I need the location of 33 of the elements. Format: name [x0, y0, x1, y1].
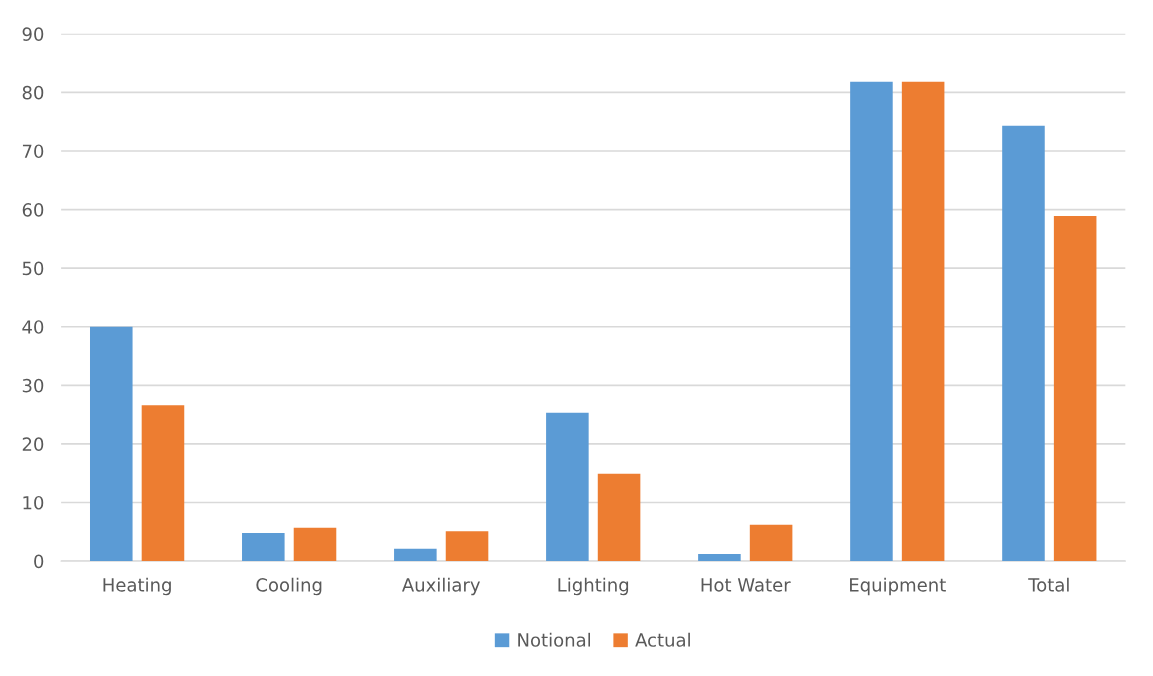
y-tick-label: 80	[22, 85, 44, 100]
bar	[445, 531, 489, 562]
y-tick-label: 10	[23, 495, 44, 510]
bar	[546, 412, 589, 562]
bar	[242, 532, 285, 562]
x-tick-label: Heating	[103, 577, 171, 596]
y-tick-label: 70	[22, 144, 44, 159]
bar	[749, 524, 793, 562]
bar	[1053, 216, 1097, 562]
bar	[850, 81, 893, 562]
x-tick-label: Cooling	[256, 577, 322, 596]
y-tick-label: 20	[22, 437, 44, 452]
legend-label: Actual	[635, 632, 690, 647]
y-tick-label: 50	[22, 261, 44, 276]
y-tick-label: 0	[34, 554, 44, 569]
bar	[394, 548, 437, 562]
x-tick-label: Auxiliary	[401, 577, 480, 596]
y-tick-label: 90	[22, 27, 44, 41]
x-tick-label: Equipment	[850, 577, 946, 596]
x-tick-label: Lighting	[558, 577, 629, 596]
bar	[901, 81, 945, 562]
y-tick-label: 60	[22, 203, 44, 217]
y-tick-label: 40	[22, 320, 44, 334]
y-tick-label: 30	[22, 378, 44, 393]
bar	[698, 554, 741, 562]
bar	[141, 405, 185, 562]
legend-label: Notional	[518, 632, 591, 647]
bar	[1002, 125, 1045, 562]
x-tick-label: Total	[1028, 577, 1069, 592]
bar	[89, 326, 133, 562]
x-tick-label: Hot Water	[701, 578, 791, 592]
bar	[293, 527, 337, 562]
bar	[597, 473, 641, 562]
